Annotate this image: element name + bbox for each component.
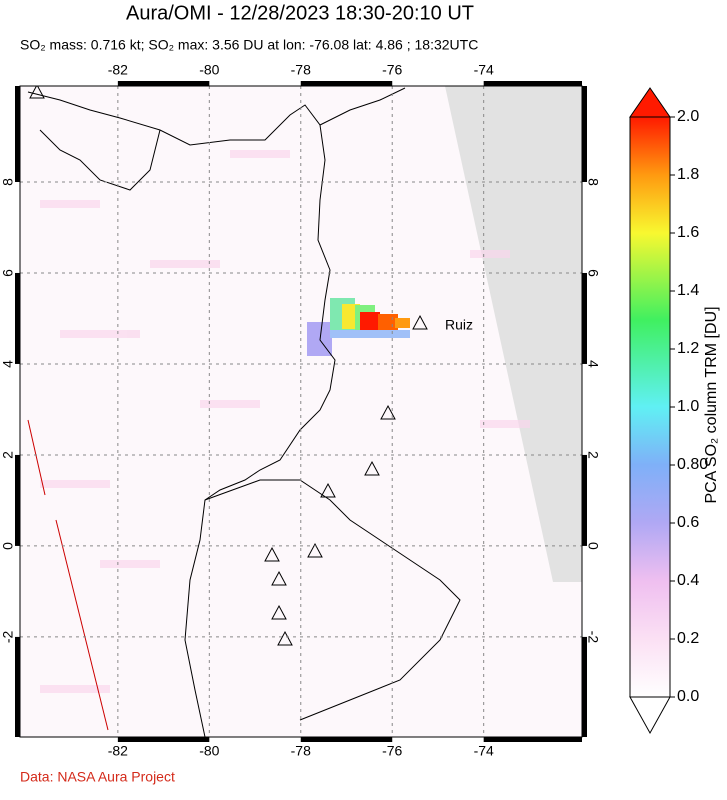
lat-tick-label: 8 xyxy=(585,178,601,186)
colorbar-tick-label: 2.0 xyxy=(677,108,699,125)
frame-bar xyxy=(483,737,582,742)
lon-tick-label: -74 xyxy=(474,743,494,759)
lat-tick-label: 6 xyxy=(585,269,601,277)
frame-bar xyxy=(15,272,20,364)
colorbar-tick-label: 0.80 xyxy=(677,456,708,473)
frame-bar xyxy=(117,737,210,742)
colorbar-tick-label: 1.6 xyxy=(677,224,699,241)
colorbar-tick-label: 0.2 xyxy=(677,630,699,647)
lat-tick-label: 2 xyxy=(0,451,16,459)
colorbar-label: PCA SO₂ column TRM [DU] xyxy=(703,306,720,503)
colorbar-min-arrow xyxy=(629,696,671,735)
lat-tick-label: 4 xyxy=(585,360,601,368)
colorbar-tick-label: 1.8 xyxy=(677,166,699,183)
lon-tick-label: -76 xyxy=(382,743,402,759)
lat-tick-label: 4 xyxy=(0,360,16,368)
title: Aura/OMI - 12/28/2023 18:30-20:10 UT xyxy=(126,2,474,24)
frame-bar xyxy=(582,636,587,737)
frame-bar xyxy=(300,81,393,86)
lon-tick-label: -80 xyxy=(199,62,219,78)
colorbar-tick-label: 0.4 xyxy=(677,572,699,589)
colorbar xyxy=(629,116,671,698)
colorbar-tick-label: 1.2 xyxy=(677,340,699,357)
footer: Data: NASA Aura Project xyxy=(20,769,175,785)
lon-tick-label: -78 xyxy=(291,743,311,759)
frame-bar xyxy=(582,454,587,546)
frame-bar xyxy=(117,81,210,86)
lat-tick-label: 6 xyxy=(0,269,16,277)
subtitle: SO₂ mass: 0.716 kt; SO₂ max: 3.56 DU at … xyxy=(20,37,478,53)
lat-tick-label: -2 xyxy=(585,631,601,644)
colorbar-tick-label: 0.6 xyxy=(677,514,699,531)
colorbar-max-arrow xyxy=(629,87,671,118)
frame-bar xyxy=(582,86,587,182)
frame-bar xyxy=(300,737,393,742)
frame-bar xyxy=(483,81,582,86)
lat-tick-label: -2 xyxy=(0,630,16,643)
grid xyxy=(20,86,582,737)
colorbar-tick-label: 1.0 xyxy=(677,398,699,415)
lat-tick-label: 2 xyxy=(585,451,601,459)
frame-bar xyxy=(582,272,587,364)
lon-tick-label: -82 xyxy=(108,743,128,759)
lon-tick-label: -76 xyxy=(382,62,402,78)
frame-bar xyxy=(15,636,20,737)
lon-tick-label: -78 xyxy=(291,62,311,78)
lat-tick-label: 0 xyxy=(0,542,16,550)
colorbar-tick-label: 1.4 xyxy=(677,282,699,299)
so2-plume xyxy=(307,298,410,356)
volcano-label: Ruiz xyxy=(445,317,473,333)
lat-tick-label: 8 xyxy=(0,178,16,186)
lon-tick-label: -80 xyxy=(199,743,219,759)
lat-tick-label: 0 xyxy=(585,542,601,550)
frame-bars xyxy=(15,81,587,742)
lon-tick-label: -74 xyxy=(474,62,494,78)
frame-bar xyxy=(15,86,20,182)
map-area xyxy=(20,86,582,737)
volcanoes xyxy=(29,86,428,646)
colorbar-tick-label: 0.0 xyxy=(677,688,699,705)
lon-tick-label: -82 xyxy=(108,62,128,78)
frame-bar xyxy=(15,454,20,546)
